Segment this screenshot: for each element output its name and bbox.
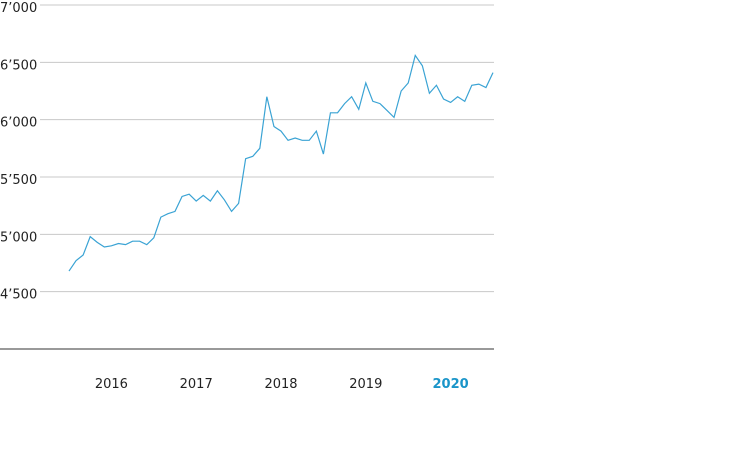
y-tick-label: 4’500 (0, 288, 37, 303)
x-tick-label: 2019 (349, 377, 382, 392)
x-tick-label: 2018 (264, 377, 297, 392)
y-tick-label: 6’000 (0, 116, 37, 131)
y-tick-label: 5’500 (0, 173, 37, 188)
x-tick-label: 2020 (433, 377, 469, 392)
data-line (68, 54, 494, 272)
y-tick-label: 6’500 (0, 58, 37, 73)
x-tick-label: 2017 (180, 377, 213, 392)
y-tick-label: 7’000 (0, 1, 37, 16)
y-tick-label: 5’000 (0, 230, 37, 245)
x-tick-label: 2016 (95, 377, 128, 392)
